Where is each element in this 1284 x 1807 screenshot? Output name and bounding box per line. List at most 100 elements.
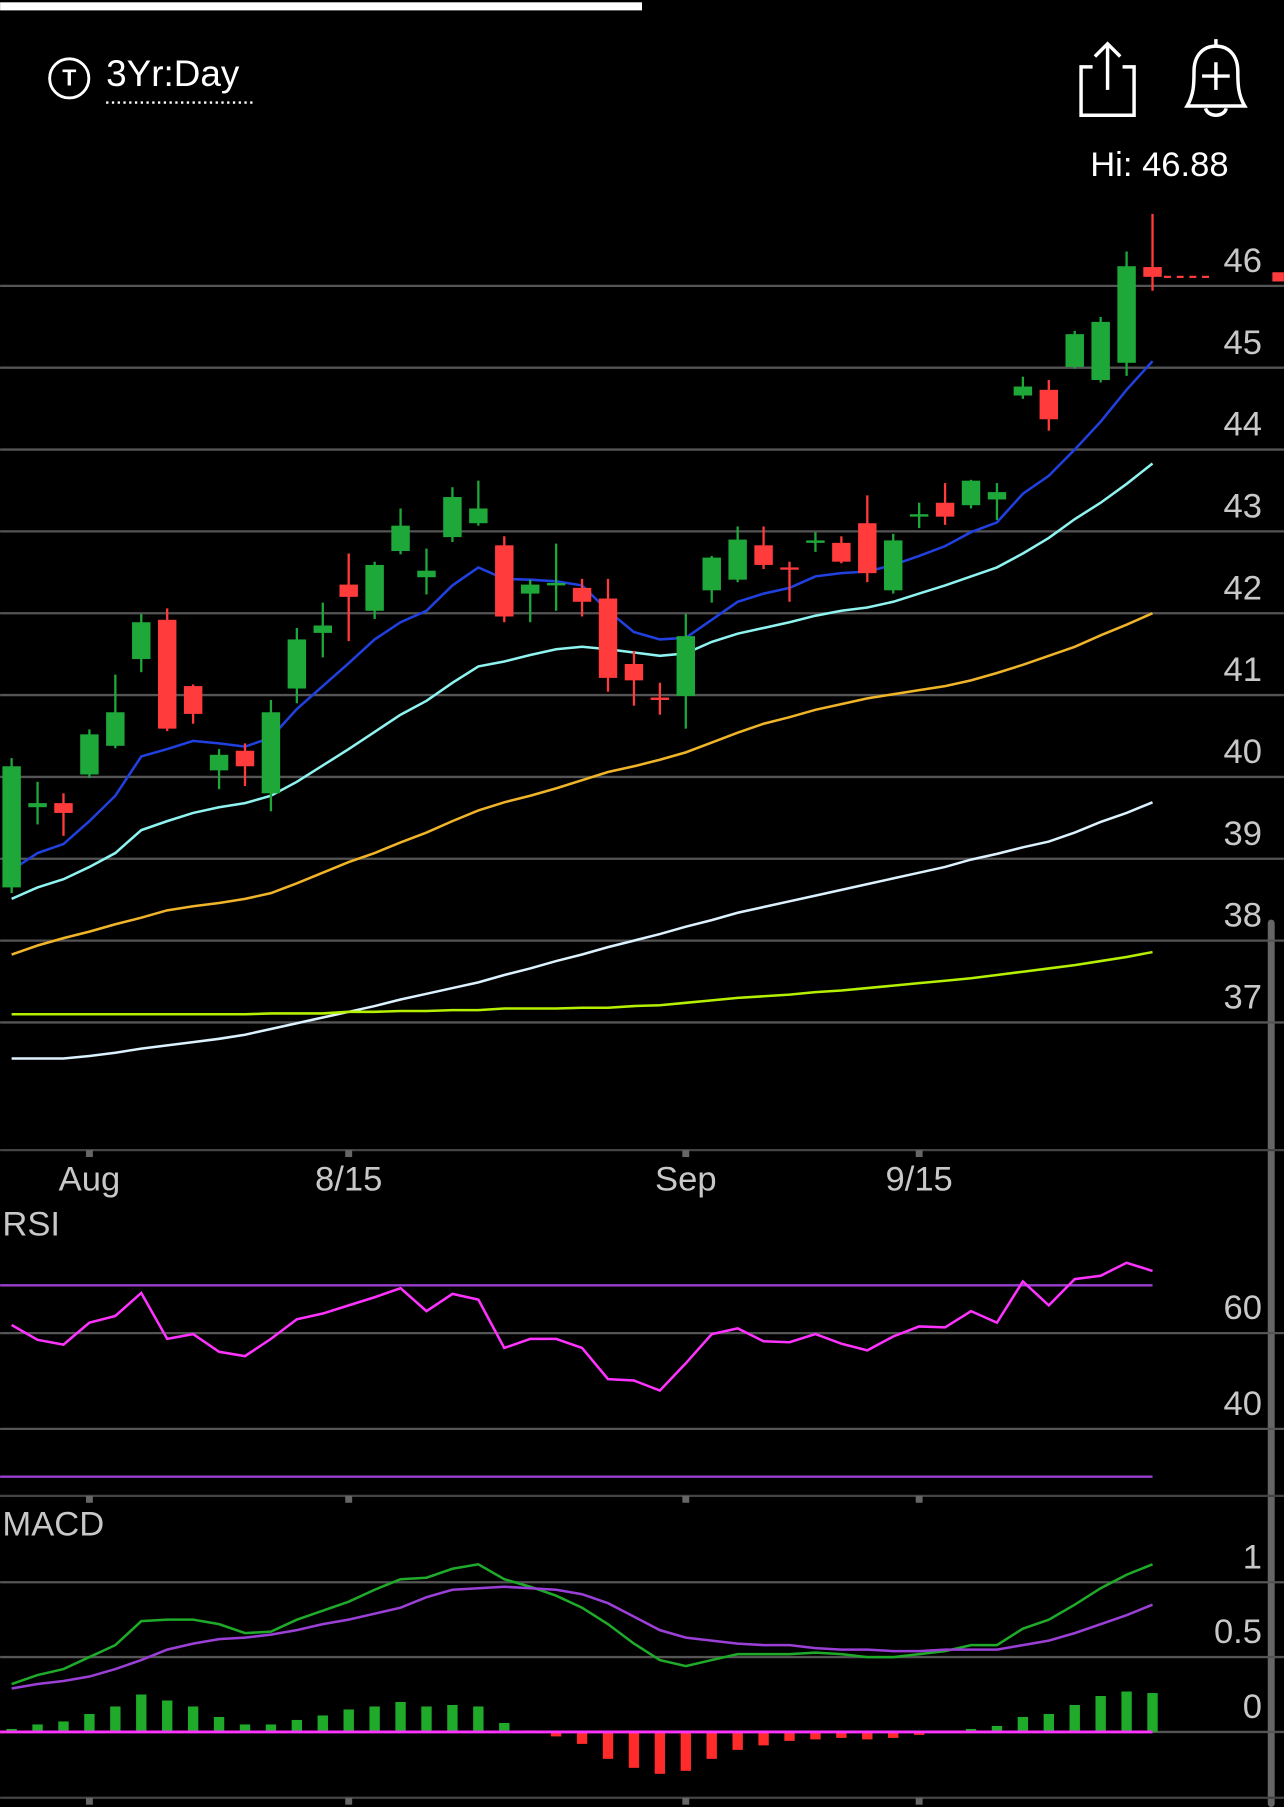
histogram-bar (369, 1706, 380, 1732)
histogram-bar (965, 1728, 977, 1732)
histogram-bar (758, 1731, 769, 1746)
x-tick-mark (682, 1150, 690, 1158)
histogram-bar (213, 1716, 225, 1732)
candle-body (443, 497, 462, 538)
x-tick-mark (915, 1495, 923, 1503)
candle-body (728, 539, 747, 580)
histogram-bar (913, 1731, 925, 1735)
x-tick-mark (345, 1797, 353, 1805)
panel-title: MACD (2, 1506, 104, 1544)
histogram-bar (6, 1728, 17, 1732)
candle-body (1117, 266, 1136, 363)
series-line (10, 1261, 1153, 1393)
panel-title: RSI (2, 1205, 60, 1243)
histogram-bar (395, 1701, 406, 1732)
histogram-bar (654, 1731, 666, 1774)
x-tick-label: 8/15 (315, 1160, 382, 1198)
candle-body (391, 525, 410, 552)
histogram-bar (1043, 1713, 1054, 1732)
histogram-bar (1017, 1716, 1029, 1732)
y-tick-label: 43 (1224, 487, 1262, 525)
share-button[interactable] (1079, 41, 1136, 117)
histogram-bar (628, 1731, 640, 1768)
series-line (11, 612, 1154, 956)
histogram-bar (810, 1731, 821, 1740)
candle-body (961, 480, 981, 506)
y-tick-label: 41 (1224, 651, 1262, 689)
histogram-bar (187, 1706, 199, 1732)
candle-body (624, 663, 644, 681)
period-selector[interactable]: T 3Yr:Day (48, 53, 256, 104)
candle-body (80, 734, 99, 775)
candle-body (676, 636, 696, 696)
histogram-bar (84, 1713, 95, 1732)
candle-body (754, 545, 773, 565)
histogram-bar (162, 1700, 173, 1732)
histogram-bar (1121, 1691, 1132, 1732)
candle-body (1013, 386, 1033, 396)
histogram-bar (499, 1722, 510, 1732)
candle-body (157, 619, 177, 729)
candle-body (520, 584, 540, 594)
histogram-bar (602, 1731, 614, 1759)
y-tick-label: 60 (1224, 1289, 1262, 1327)
progress-bar (0, 2, 643, 11)
histogram-bar (447, 1704, 458, 1732)
candle-body (261, 712, 281, 794)
y-tick-label: 42 (1224, 569, 1262, 607)
x-tick-mark (915, 1797, 923, 1805)
candle-body (909, 514, 929, 517)
candle-body (183, 686, 203, 714)
histogram-bar (1147, 1693, 1158, 1732)
alert-button[interactable] (1184, 39, 1248, 117)
candle-body (132, 622, 151, 660)
series-line (11, 462, 1154, 901)
candle-body (235, 750, 255, 767)
candle-body (858, 523, 877, 574)
candle-body (650, 697, 670, 700)
histogram-bar (1069, 1704, 1080, 1732)
share-arrow (1093, 41, 1122, 90)
candle-body (2, 766, 21, 888)
candle-body (780, 567, 799, 570)
y-tick-label: 44 (1224, 406, 1262, 444)
candle-body (572, 587, 592, 602)
histogram-bar (291, 1719, 303, 1732)
histogram-bar (862, 1731, 873, 1740)
histogram-bar (576, 1731, 588, 1744)
scrollbar (1267, 919, 1275, 1807)
icon-letter: T (62, 65, 76, 91)
histogram-bar (343, 1709, 354, 1732)
x-tick-mark (345, 1150, 353, 1158)
bell (1184, 44, 1248, 108)
candle-body (54, 803, 73, 813)
candle-body (598, 598, 618, 678)
candle-body (1143, 267, 1162, 277)
y-tick-label: 1 (1243, 1538, 1262, 1576)
icon-circle (48, 57, 91, 100)
y-tick-label: 0 (1243, 1688, 1262, 1726)
candle-body (806, 540, 825, 543)
last-price-marker (1272, 272, 1284, 282)
series-line (11, 1562, 1153, 1686)
y-tick-label: 40 (1224, 733, 1262, 771)
share-box (1079, 65, 1136, 117)
series-line (11, 801, 1154, 1060)
candle-body (935, 502, 955, 517)
y-tick-label: 39 (1224, 815, 1262, 853)
candle-body (1091, 321, 1110, 380)
x-tick-mark (915, 1150, 923, 1158)
y-tick-label: 38 (1224, 897, 1262, 935)
histogram-bar (421, 1706, 432, 1732)
histogram-bar (239, 1724, 251, 1732)
candle-body (495, 545, 514, 617)
candle-body (417, 570, 436, 578)
x-tick-mark (682, 1495, 690, 1503)
candle-body (209, 754, 229, 771)
x-tick-mark (85, 1495, 93, 1503)
x-tick-label: 9/15 (886, 1160, 953, 1198)
candle-body (106, 712, 125, 746)
candle-body (339, 584, 358, 597)
